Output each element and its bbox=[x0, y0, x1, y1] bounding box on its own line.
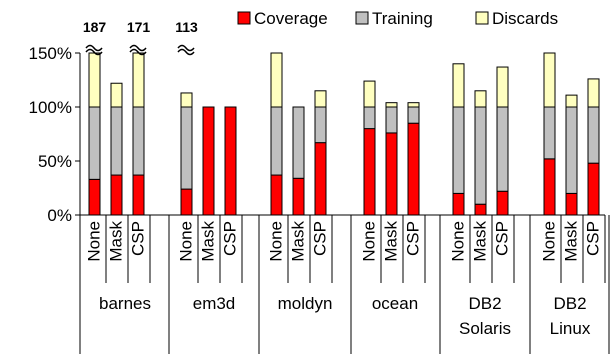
bar-category-label: None bbox=[267, 221, 286, 262]
overflow-value-label: 171 bbox=[127, 19, 151, 35]
bar-category-label: None bbox=[177, 221, 196, 262]
bar-category-label: None bbox=[449, 221, 468, 262]
training-bar-segment bbox=[314, 106, 327, 144]
y-tick-label: 0% bbox=[47, 206, 72, 225]
training-bar-segment bbox=[496, 106, 509, 192]
coverage-bar-segment bbox=[202, 106, 215, 216]
discards-bar-segment bbox=[407, 102, 420, 108]
group-label: em3d bbox=[193, 294, 236, 313]
training-bar-segment bbox=[543, 106, 556, 160]
training-bar-segment bbox=[474, 106, 487, 205]
legend-label: Discards bbox=[492, 9, 558, 28]
coverage-bar-segment bbox=[132, 174, 145, 216]
training-bar-segment bbox=[565, 106, 578, 194]
bar-category-label: Mask bbox=[289, 221, 308, 262]
legend-swatch bbox=[355, 11, 369, 25]
discards-bar-segment bbox=[565, 94, 578, 108]
coverage-bar-segment bbox=[543, 158, 556, 216]
legend-label: Coverage bbox=[254, 9, 328, 28]
bar-category-label: Mask bbox=[107, 221, 126, 262]
group-label: DB2 bbox=[468, 294, 501, 313]
coverage-bar-segment bbox=[180, 188, 193, 216]
discards-bar-segment bbox=[314, 90, 327, 108]
coverage-bar-segment bbox=[270, 174, 283, 216]
discards-bar-segment bbox=[270, 52, 283, 108]
bar-category-label: Mask bbox=[562, 221, 581, 262]
training-bar-segment bbox=[180, 106, 193, 190]
bar-category-label: Mask bbox=[199, 221, 218, 262]
bar-category-label: None bbox=[360, 221, 379, 262]
break-mark bbox=[177, 48, 195, 56]
training-bar-segment bbox=[292, 106, 305, 179]
coverage-bar-segment bbox=[385, 132, 398, 216]
break-mark bbox=[129, 44, 147, 52]
break-mark bbox=[85, 44, 103, 52]
group-label: ocean bbox=[372, 294, 418, 313]
bar-category-label: Mask bbox=[471, 221, 490, 262]
discards-bar-segment bbox=[132, 52, 145, 108]
coverage-bar-segment bbox=[224, 106, 237, 216]
coverage-bar-segment bbox=[110, 174, 123, 216]
overflow-value-label: 113 bbox=[175, 19, 198, 35]
coverage-bar-segment bbox=[496, 190, 509, 216]
coverage-bar-segment bbox=[314, 142, 327, 216]
bar-category-label: CSP bbox=[404, 221, 423, 256]
training-bar-segment bbox=[407, 106, 420, 124]
group-label: Solaris bbox=[459, 319, 511, 338]
discards-bar-segment bbox=[496, 66, 509, 108]
training-bar-segment bbox=[452, 106, 465, 194]
discards-bar-segment bbox=[587, 78, 600, 108]
bar-category-label: Mask bbox=[382, 221, 401, 262]
training-bar-segment bbox=[270, 106, 283, 176]
group-label: moldyn bbox=[278, 294, 333, 313]
legend-label: Training bbox=[372, 9, 433, 28]
break-mark bbox=[129, 48, 147, 56]
discards-bar-segment bbox=[88, 52, 101, 108]
coverage-bar-segment bbox=[565, 192, 578, 216]
bar-category-label: CSP bbox=[493, 221, 512, 256]
discards-bar-segment bbox=[363, 80, 376, 108]
y-tick-label: 50% bbox=[38, 152, 72, 171]
coverage-bar-segment bbox=[292, 177, 305, 216]
legend-swatch bbox=[475, 11, 489, 25]
discards-bar-segment bbox=[180, 92, 193, 108]
coverage-bar-segment bbox=[88, 178, 101, 216]
y-tick-label: 100% bbox=[29, 98, 72, 117]
bar-category-label: CSP bbox=[584, 221, 603, 256]
group-label: DB2 bbox=[553, 294, 586, 313]
bar-category-label: None bbox=[540, 221, 559, 262]
overflow-value-label: 187 bbox=[83, 19, 107, 35]
coverage-bar-segment bbox=[363, 128, 376, 216]
break-mark bbox=[85, 48, 103, 56]
training-bar-segment bbox=[587, 106, 600, 164]
bar-category-label: None bbox=[85, 221, 104, 262]
discards-bar-segment bbox=[543, 52, 556, 108]
training-bar-segment bbox=[363, 106, 376, 130]
break-mark bbox=[177, 44, 195, 52]
bar-category-label: CSP bbox=[221, 221, 240, 256]
training-bar-segment bbox=[88, 106, 101, 180]
discards-bar-segment bbox=[474, 90, 487, 108]
group-label: Linux bbox=[550, 319, 591, 338]
discards-bar-segment bbox=[452, 63, 465, 108]
bar-category-label: CSP bbox=[311, 221, 330, 256]
discards-bar-segment bbox=[110, 82, 123, 108]
coverage-bar-segment bbox=[407, 122, 420, 216]
bar-category-label: CSP bbox=[129, 221, 148, 256]
training-bar-segment bbox=[385, 106, 398, 134]
group-label: barnes bbox=[99, 294, 151, 313]
y-tick-label: 150% bbox=[29, 44, 72, 63]
coverage-bar-segment bbox=[452, 192, 465, 216]
training-bar-segment bbox=[132, 106, 145, 176]
discards-bar-segment bbox=[385, 102, 398, 108]
coverage-bar-segment bbox=[474, 203, 487, 216]
coverage-bar-segment bbox=[587, 162, 600, 216]
legend-swatch bbox=[237, 11, 251, 25]
training-bar-segment bbox=[110, 106, 123, 176]
